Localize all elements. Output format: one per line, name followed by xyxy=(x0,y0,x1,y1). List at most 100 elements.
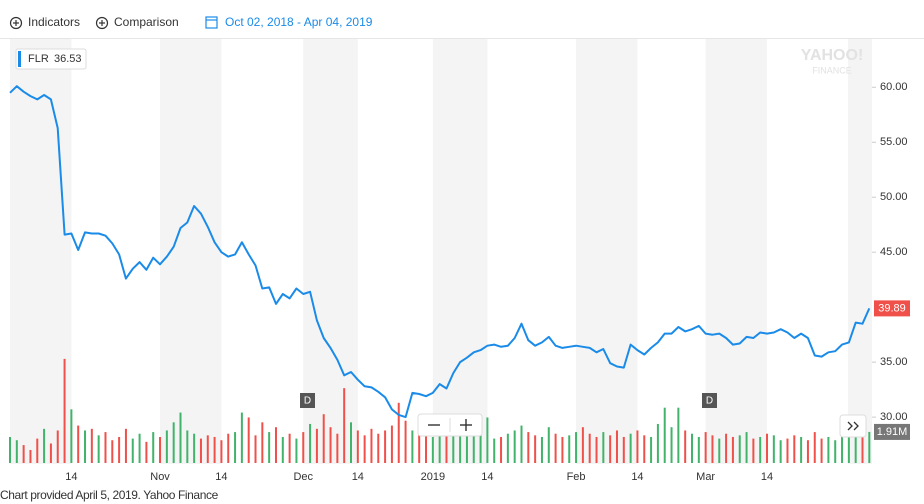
volume-bar xyxy=(650,436,653,463)
last-price-box xyxy=(874,300,910,317)
date-range-button[interactable]: Oct 02, 2018 - Apr 04, 2019 xyxy=(205,15,373,29)
y-tick-label: 45.00 xyxy=(880,246,908,258)
comparison-button[interactable]: Comparison xyxy=(95,15,179,29)
footer: Chart provided April 5, 2019. Yahoo Fina… xyxy=(0,488,219,502)
volume-bar xyxy=(138,433,141,463)
plot: 14 Nov 14 Dec 14 2019 14 Feb 14 Mar 14 30.00 35.00 45… xyxy=(9,81,910,483)
volume-bar xyxy=(350,422,352,463)
volume-bar xyxy=(336,433,339,463)
volume-bar xyxy=(77,425,80,463)
volume-bar xyxy=(656,423,659,463)
volume-bar xyxy=(718,438,721,463)
volume-bar xyxy=(322,414,325,463)
volume-bar xyxy=(363,435,366,463)
volume-bar xyxy=(411,430,414,463)
zoom-controls xyxy=(417,413,483,437)
volume-bar xyxy=(63,358,66,463)
volume-bar xyxy=(513,430,516,463)
volume-bar xyxy=(29,449,32,463)
volume-bar xyxy=(527,432,530,463)
volume-bar xyxy=(759,436,762,463)
volume-bar xyxy=(697,436,700,463)
y-tick-label: 30.00 xyxy=(880,411,908,423)
tooltip-symbol: FLR xyxy=(28,53,49,65)
volume-bar xyxy=(629,433,632,463)
volume-bar xyxy=(84,430,87,463)
volume-bar xyxy=(104,432,107,463)
volume-bar xyxy=(602,432,605,463)
volume-bar xyxy=(766,433,769,463)
volume-bar xyxy=(841,435,844,463)
volume-bar xyxy=(199,438,202,463)
volume-bar xyxy=(70,409,73,463)
event-marker[interactable]: D xyxy=(300,393,315,408)
volume-bar xyxy=(172,422,175,463)
zoom-in-button[interactable] xyxy=(460,419,472,431)
volume-bar xyxy=(370,428,373,463)
volume-bar xyxy=(309,423,312,463)
volume-bar xyxy=(261,422,264,463)
volume-bar xyxy=(49,443,52,463)
volume-bar xyxy=(97,435,100,463)
volume-bar xyxy=(179,412,182,463)
volume-bar xyxy=(22,445,25,463)
volume-bar xyxy=(827,436,830,463)
volume-bar xyxy=(711,435,714,463)
volume-bar xyxy=(609,435,612,463)
volume-bar xyxy=(595,436,598,463)
volume-bar xyxy=(479,427,482,463)
volume-bar xyxy=(725,433,728,463)
toolbar: Indicators Comparison Oct 02, 2018 - Apr… xyxy=(0,15,924,39)
volume-bar xyxy=(390,425,393,463)
event-label[interactable]: D xyxy=(706,396,713,407)
volume-bar xyxy=(418,432,421,463)
volume-bar xyxy=(445,432,448,463)
volume-bar xyxy=(295,438,298,463)
volume-bar xyxy=(547,427,550,463)
volume-bar xyxy=(704,432,707,463)
volume-bar xyxy=(540,436,543,463)
volume-bar xyxy=(752,438,755,463)
indicators-button[interactable]: Indicators xyxy=(9,15,81,29)
volume-bar xyxy=(561,436,564,463)
scroll-right-button[interactable] xyxy=(839,414,867,438)
volume-bar xyxy=(684,430,687,463)
x-tick-label: Mar xyxy=(696,471,715,483)
volume-bar xyxy=(772,435,775,463)
volume-bar xyxy=(738,435,741,463)
y-tick-label: 50.00 xyxy=(880,191,908,203)
indicators-label[interactable]: Indicators xyxy=(28,15,80,29)
x-tick-label: Nov xyxy=(150,471,170,483)
event-label[interactable]: D xyxy=(304,396,311,407)
volume xyxy=(9,358,871,463)
volume-bar xyxy=(384,430,387,463)
volume-bar xyxy=(554,433,557,463)
volume-bar xyxy=(227,433,230,463)
x-tick-label: 14 xyxy=(761,471,773,483)
volume-bar xyxy=(425,430,428,463)
tooltip-value: 36.53 xyxy=(54,53,82,65)
volume-bar xyxy=(206,435,209,463)
volume-bar xyxy=(581,427,584,463)
volume-bar xyxy=(254,435,257,463)
volume-bar xyxy=(493,438,496,463)
volume-bar xyxy=(90,428,93,463)
volume-bar xyxy=(520,425,523,463)
volume-bar xyxy=(575,432,578,463)
volume-bar xyxy=(281,436,284,463)
x-tick-label: Feb xyxy=(567,471,586,483)
volume-bar xyxy=(786,438,789,463)
volume-bar xyxy=(343,388,346,463)
x-tick-label: 14 xyxy=(65,471,77,483)
date-range-label[interactable]: Oct 02, 2018 - Apr 04, 2019 xyxy=(225,15,373,29)
volume-bar xyxy=(431,436,434,463)
event-marker[interactable]: D xyxy=(702,393,717,408)
volume-bar xyxy=(820,438,823,463)
volume-bar xyxy=(397,402,400,463)
volume-bar xyxy=(240,412,243,463)
volume-bar xyxy=(813,432,816,463)
volume-bar xyxy=(213,436,216,463)
y-tick-label: 35.00 xyxy=(880,356,908,368)
comparison-label[interactable]: Comparison xyxy=(114,15,179,29)
